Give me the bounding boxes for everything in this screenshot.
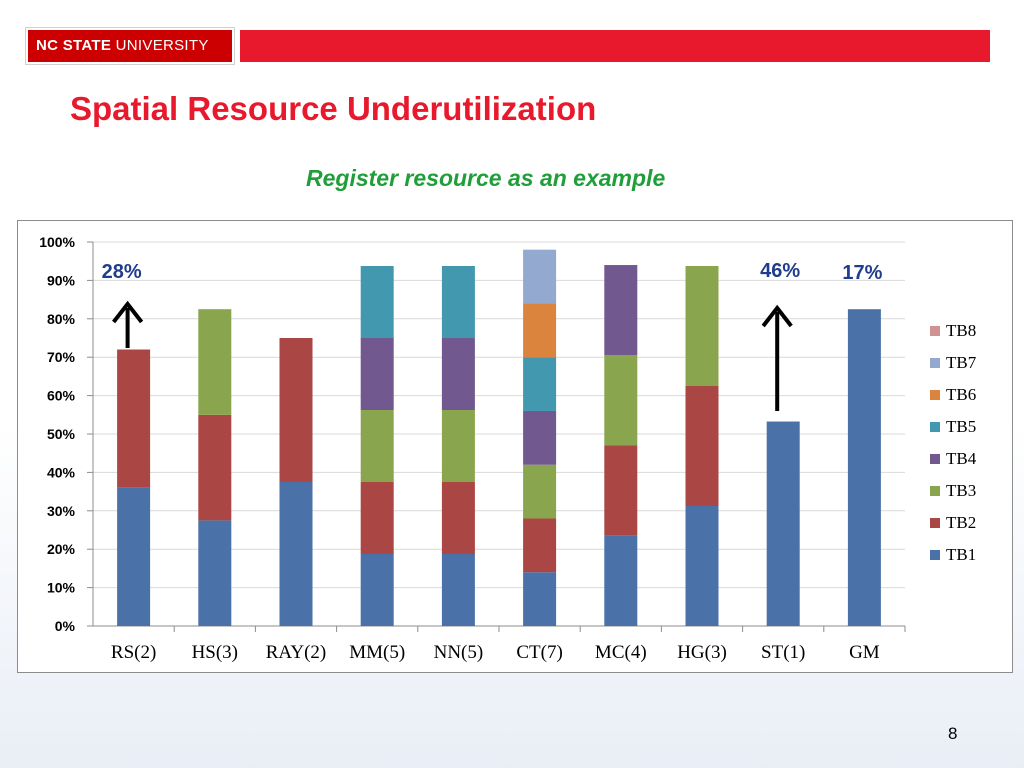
y-tick-label: 80% [47,311,76,327]
y-tick-label: 30% [47,503,76,519]
bar-segment-tb3 [441,410,475,482]
bar-segment-tb4 [604,265,638,356]
y-tick-label: 50% [47,426,76,442]
bar-segment-tb1 [847,309,881,626]
bar-segment-tb5 [523,357,557,411]
university-logo: NC STATE UNIVERSITY [28,30,232,62]
bar-segment-tb3 [360,410,394,482]
bar-segment-tb1 [766,421,800,626]
stacked-bar-chart: 0% 10% 20% 30% 40% 50% 60% 70% 80% 90% 100% RS(2) HS… [39,234,977,663]
slide-subtitle: Register resource as an example [306,165,666,191]
legend-swatch-tb6 [930,390,940,400]
bar-segment-tb4 [441,338,475,410]
bar-segment-tb2 [441,482,475,554]
header-banner: NC STATE UNIVERSITY [28,30,990,62]
x-tick-label: RS(2) [111,642,156,663]
y-tick-label: 70% [47,349,76,365]
legend-label: TB4 [946,449,977,468]
chart-frame: 0% 10% 20% 30% 40% 50% 60% 70% 80% 90% 100% RS(2) HS… [17,220,1013,673]
annotation-arrow-head [761,304,793,328]
annotation-label: 28% [102,261,142,283]
bar-segment-tb7 [523,249,557,304]
y-tick-label: 20% [47,541,76,557]
logo-text-bold: NC STATE [36,37,112,54]
x-tick-label: CT(7) [516,642,562,663]
bar-segment-tb3 [523,464,557,519]
bar-segment-tb2 [198,414,232,521]
bar-segment-tb1 [279,482,313,626]
legend-swatch-tb8 [930,326,940,336]
legend-swatch-tb7 [930,358,940,368]
x-tick-label: ST(1) [761,642,805,663]
bar-segment-tb3 [198,309,232,415]
legend-swatch-tb2 [930,518,940,528]
legend-label: TB3 [946,481,976,500]
legend-swatch-tb5 [930,422,940,432]
y-tick-label: 90% [47,272,76,288]
bar-segment-tb2 [604,445,638,536]
legend-swatch-tb4 [930,454,940,464]
bar-segment-tb4 [360,338,394,410]
legend-label: TB5 [946,417,976,436]
bar-segment-tb2 [685,386,719,506]
header-red-bar [240,30,990,62]
legend-label: TB7 [946,353,977,372]
bar-segment-tb2 [360,482,394,554]
bar-segment-tb6 [523,303,557,358]
bar-segment-tb2 [523,518,557,573]
bar-segment-tb2 [117,349,151,488]
legend-label: TB6 [946,385,976,404]
y-tick-label: 40% [47,464,76,480]
bar-segment-tb1 [198,520,232,626]
y-tick-label: 0% [55,618,76,634]
legend-swatch-tb3 [930,486,940,496]
annotation-label: 17% [842,262,882,284]
bar-segment-tb1 [117,487,151,626]
slide-title: Spatial Resource Underutilization [70,90,597,127]
page-number: 8 [948,724,958,743]
bar-segment-tb4 [523,410,557,465]
legend-label: TB1 [946,545,976,564]
bar-segment-tb3 [604,355,638,446]
x-tick-label: MC(4) [595,642,647,663]
x-tick-label: RAY(2) [266,642,327,663]
bar-segment-tb1 [604,535,638,626]
x-tick-label: NN(5) [434,642,484,663]
logo-text-light: UNIVERSITY [115,37,209,54]
bar-segment-tb5 [360,266,394,338]
y-tick-label: 60% [47,388,76,404]
bar-segment-tb1 [523,572,557,626]
bar-segment-tb3 [685,266,719,386]
annotation-label: 46% [760,260,800,282]
bar-segment-tb1 [360,554,394,626]
legend-label: TB2 [946,513,976,532]
legend-swatch-tb1 [930,550,940,560]
x-tick-label: MM(5) [349,642,405,663]
x-tick-label: GM [849,642,880,663]
annotation-arrow-head [112,300,144,324]
bar-segment-tb1 [441,554,475,626]
x-tick-label: HG(3) [677,642,727,663]
y-tick-label: 10% [47,580,76,596]
bar-segment-tb1 [685,506,719,626]
x-tick-label: HS(3) [192,642,238,663]
legend-label: TB8 [946,321,976,340]
bar-segment-tb2 [279,338,313,482]
y-tick-label: 100% [39,234,75,250]
bar-segment-tb5 [441,266,475,338]
